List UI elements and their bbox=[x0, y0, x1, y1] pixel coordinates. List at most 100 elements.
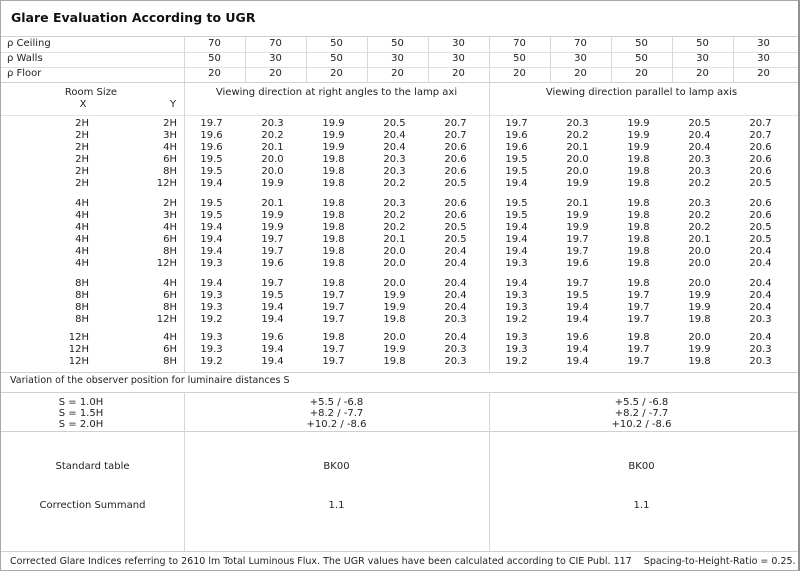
ugr-value: 20.2 bbox=[383, 178, 406, 189]
ugr-value: 19.8 bbox=[688, 314, 711, 325]
ugr-value: 19.8 bbox=[383, 356, 406, 367]
room-y: 8H bbox=[163, 356, 177, 367]
ugr-value: 19.8 bbox=[322, 198, 345, 209]
reflectance-value: 20 bbox=[635, 68, 648, 79]
divider bbox=[1, 392, 798, 393]
ugr-value: 19.7 bbox=[322, 290, 345, 301]
ugr-value: 19.7 bbox=[627, 290, 650, 301]
table-row: 2H 4H 19.6 20.1 19.9 20.4 20.6 19.6 20.1 19.9 20.4… bbox=[1, 142, 798, 154]
ugr-value: 20.5 bbox=[444, 234, 467, 245]
ugr-value: 20.3 bbox=[688, 166, 711, 177]
ugr-value: 19.7 bbox=[261, 246, 284, 257]
ugr-value: 20.3 bbox=[749, 356, 772, 367]
ugr-value: 20.3 bbox=[444, 344, 467, 355]
distance-1: S = 1.0H bbox=[58, 397, 104, 408]
table-row: 8H 12H 19.2 19.4 19.7 19.8 20.3 19.2 19.4 19.7 19.… bbox=[1, 314, 798, 326]
column-divider bbox=[550, 37, 551, 52]
reflectance-value: 20 bbox=[269, 68, 282, 79]
ugr-value: 20.6 bbox=[444, 210, 467, 221]
ugr-value: 19.2 bbox=[505, 356, 528, 367]
room-x: 4H bbox=[75, 198, 89, 209]
ugr-value: 19.8 bbox=[322, 278, 345, 289]
table-row: 4H 2H 19.5 20.1 19.8 20.3 20.6 19.5 20.1 19.8 20.3… bbox=[1, 198, 798, 210]
column-divider bbox=[306, 67, 307, 82]
ugr-value: 19.7 bbox=[261, 234, 284, 245]
ugr-value: 20.4 bbox=[444, 302, 467, 313]
ugr-value: 20.0 bbox=[566, 154, 589, 165]
ugr-value: 19.3 bbox=[505, 302, 528, 313]
variation-value: +5.5 / -6.8 bbox=[614, 397, 669, 408]
ugr-value: 19.3 bbox=[505, 344, 528, 355]
column-divider bbox=[550, 67, 551, 82]
ugr-value: 19.7 bbox=[322, 302, 345, 313]
column-divider bbox=[184, 37, 185, 52]
table-row: 4H 8H 19.4 19.7 19.8 20.0 20.4 19.4 19.7 19.8 20.0… bbox=[1, 246, 798, 258]
room-y: 8H bbox=[163, 246, 177, 257]
room-size-header: Room Size bbox=[64, 87, 118, 98]
ugr-value: 19.8 bbox=[322, 178, 345, 189]
ugr-value: 20.1 bbox=[566, 142, 589, 153]
right-angles-header: Viewing direction at right angles to the… bbox=[215, 87, 458, 98]
column-divider bbox=[184, 392, 185, 551]
ugr-value: 20.7 bbox=[444, 118, 467, 129]
ugr-value: 20.0 bbox=[261, 166, 284, 177]
ugr-value: 20.4 bbox=[444, 246, 467, 257]
ugr-value: 20.4 bbox=[444, 258, 467, 269]
ugr-value: 19.4 bbox=[200, 222, 223, 233]
column-divider bbox=[306, 37, 307, 52]
reflectance-value: 20 bbox=[574, 68, 587, 79]
ugr-value: 20.3 bbox=[383, 154, 406, 165]
ugr-value: 19.8 bbox=[627, 234, 650, 245]
ugr-value: 19.5 bbox=[566, 290, 589, 301]
room-y: 12H bbox=[156, 258, 177, 269]
ugr-value: 20.0 bbox=[688, 246, 711, 257]
room-x: 4H bbox=[75, 222, 89, 233]
ugr-value: 19.8 bbox=[322, 222, 345, 233]
reflectance-value: 30 bbox=[574, 53, 587, 64]
ugr-value: 20.7 bbox=[444, 130, 467, 141]
ugr-value: 19.5 bbox=[505, 166, 528, 177]
ugr-value: 19.3 bbox=[505, 332, 528, 343]
ugr-value: 20.3 bbox=[383, 166, 406, 177]
ugr-value: 20.5 bbox=[749, 178, 772, 189]
room-x: 12H bbox=[68, 344, 89, 355]
variation-right-angles: +5.5 / -6.8 +8.2 / -7.7 +10.2 / -8.6 bbox=[184, 397, 489, 430]
variation-value: +5.5 / -6.8 bbox=[309, 397, 364, 408]
ugr-value: 19.4 bbox=[505, 222, 528, 233]
table-row: 12H 6H 19.3 19.4 19.7 19.9 20.3 19.3 19.4 19.7 19.… bbox=[1, 344, 798, 356]
ugr-value: 20.3 bbox=[566, 118, 589, 129]
room-y: 8H bbox=[163, 166, 177, 177]
distance-3: S = 2.0H bbox=[58, 419, 104, 430]
ugr-value: 19.9 bbox=[566, 178, 589, 189]
ugr-value: 19.3 bbox=[200, 332, 223, 343]
ugr-value: 19.4 bbox=[505, 278, 528, 289]
ugr-value: 20.3 bbox=[444, 314, 467, 325]
ugr-value: 20.0 bbox=[383, 278, 406, 289]
ugr-value: 20.2 bbox=[383, 222, 406, 233]
ugr-value: 19.9 bbox=[261, 222, 284, 233]
correction-summand-right-angles: 1.1 bbox=[328, 500, 345, 511]
table-row: 8H 6H 19.3 19.5 19.7 19.9 20.4 19.3 19.5 19.7 19.9… bbox=[1, 290, 798, 302]
ugr-value: 19.7 bbox=[261, 278, 284, 289]
ugr-value: 19.8 bbox=[322, 332, 345, 343]
column-divider bbox=[184, 67, 185, 82]
column-divider bbox=[611, 67, 612, 82]
ugr-value: 19.9 bbox=[383, 302, 406, 313]
ugr-value: 19.5 bbox=[505, 198, 528, 209]
ugr-value: 20.1 bbox=[383, 234, 406, 245]
ugr-value: 19.5 bbox=[505, 154, 528, 165]
reflectance-value: 30 bbox=[757, 38, 770, 49]
column-divider bbox=[672, 67, 673, 82]
table-row: 4H 3H 19.5 19.9 19.8 20.2 20.6 19.5 19.9 19.8 20.2… bbox=[1, 210, 798, 222]
ugr-value: 19.8 bbox=[322, 234, 345, 245]
table-row: 8H 4H 19.4 19.7 19.8 20.0 20.4 19.4 19.7 19.8 20.0… bbox=[1, 278, 798, 290]
room-y: 6H bbox=[163, 290, 177, 301]
ugr-value: 19.7 bbox=[322, 344, 345, 355]
ugr-value: 20.4 bbox=[688, 130, 711, 141]
column-divider bbox=[428, 67, 429, 82]
distance-2: S = 1.5H bbox=[58, 408, 104, 419]
table-row: 4H 6H 19.4 19.7 19.8 20.1 20.5 19.4 19.7 19.8 20.1… bbox=[1, 234, 798, 246]
reflectance-value: 50 bbox=[208, 53, 221, 64]
ugr-value: 19.8 bbox=[627, 246, 650, 257]
ugr-value: 19.9 bbox=[688, 290, 711, 301]
